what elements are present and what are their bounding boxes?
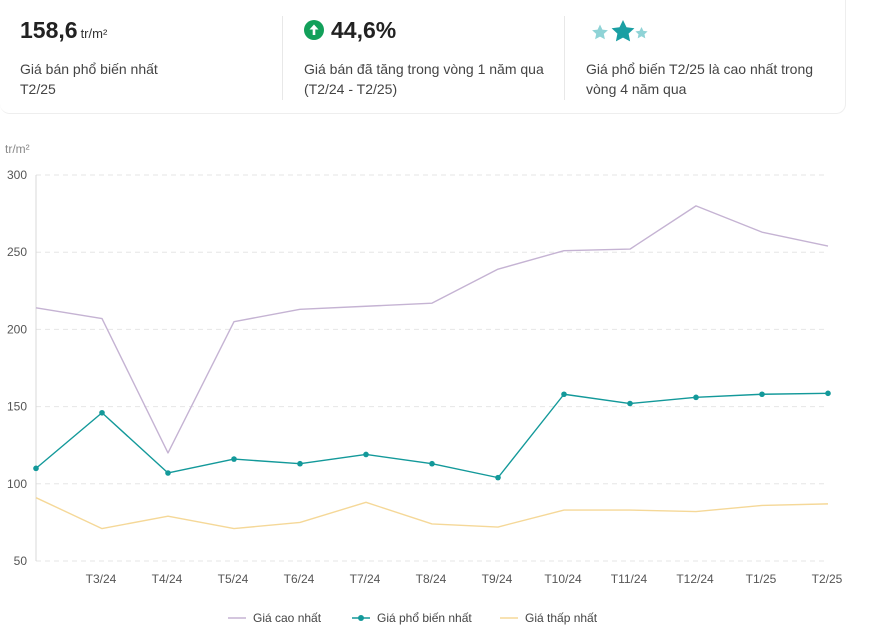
stats-card: 158,6 tr/m² Giá bán phổ biến nhất T2/25 4… — [0, 0, 846, 114]
series-line — [35, 205, 829, 454]
x-tick-label: T1/25 — [746, 572, 777, 586]
stat-price-desc: Giá bán phổ biến nhất T2/25 — [20, 61, 158, 97]
stat-growth: 44,6% Giá bán đã tăng trong vòng 1 năm q… — [304, 0, 566, 114]
stat-popular-price: 158,6 tr/m² Giá bán phổ biến nhất T2/25 — [20, 0, 282, 114]
series-line — [35, 497, 829, 530]
price-chart: tr/m² 50 100 150 200 250 300 T3/24 T4/24 T5/24 T6/… — [0, 136, 880, 634]
x-tick-label: T11/24 — [611, 572, 648, 586]
x-tick-label: T4/24 — [152, 572, 183, 586]
y-axis-label: tr/m² — [5, 142, 30, 156]
legend-label: Giá cao nhất — [253, 611, 322, 625]
stat-price-unit: tr/m² — [80, 26, 108, 41]
x-tick-label: T2/25 — [812, 572, 843, 586]
data-point — [693, 394, 699, 401]
data-point — [297, 460, 303, 467]
data-point — [759, 391, 765, 398]
x-tick-label: T12/24 — [676, 572, 714, 586]
legend-label: Giá thấp nhất — [525, 611, 598, 625]
y-tick-label: 300 — [7, 168, 27, 182]
data-point — [165, 470, 171, 476]
legend-marker — [358, 615, 364, 621]
y-tick-label: 200 — [7, 322, 27, 336]
stat-divider — [282, 16, 283, 100]
y-tick-label: 50 — [14, 554, 28, 568]
stars-icon — [586, 18, 652, 46]
x-tick-label: T6/24 — [284, 572, 315, 586]
data-point — [231, 456, 237, 462]
stat-divider — [564, 16, 565, 100]
data-point — [429, 460, 435, 467]
legend-label: Giá phổ biến nhất — [377, 611, 472, 625]
y-tick-label: 250 — [7, 245, 27, 259]
data-point — [561, 391, 567, 398]
data-point — [825, 390, 831, 397]
data-point — [33, 465, 39, 472]
stat-growth-desc: Giá bán đã tăng trong vòng 1 năm qua (T2… — [304, 61, 544, 97]
stat-growth-value: 44,6% — [331, 17, 397, 43]
x-tick-label: T8/24 — [416, 572, 447, 586]
x-tick-label: T10/24 — [544, 572, 582, 586]
x-tick-label: T9/24 — [482, 572, 513, 586]
stat-rank-desc: Giá phổ biến T2/25 là cao nhất trong vòn… — [586, 61, 814, 97]
y-tick-label: 100 — [7, 477, 27, 491]
stat-price-value: 158,6 tr/m² — [20, 17, 108, 43]
data-point — [363, 451, 369, 458]
x-tick-label: T3/24 — [86, 572, 117, 586]
arrow-up-icon — [304, 20, 324, 40]
data-point — [99, 409, 105, 416]
y-tick-label: 150 — [7, 400, 27, 414]
data-point — [495, 474, 501, 481]
x-tick-label: T5/24 — [218, 572, 249, 586]
stat-rank: Giá phổ biến T2/25 là cao nhất trong vòn… — [586, 0, 846, 114]
x-tick-label: T7/24 — [350, 572, 381, 586]
data-point — [627, 400, 633, 407]
price-chart-svg: tr/m² 50 100 150 200 250 300 T3/24 T4/24 T5/24 T6/… — [5, 142, 843, 625]
